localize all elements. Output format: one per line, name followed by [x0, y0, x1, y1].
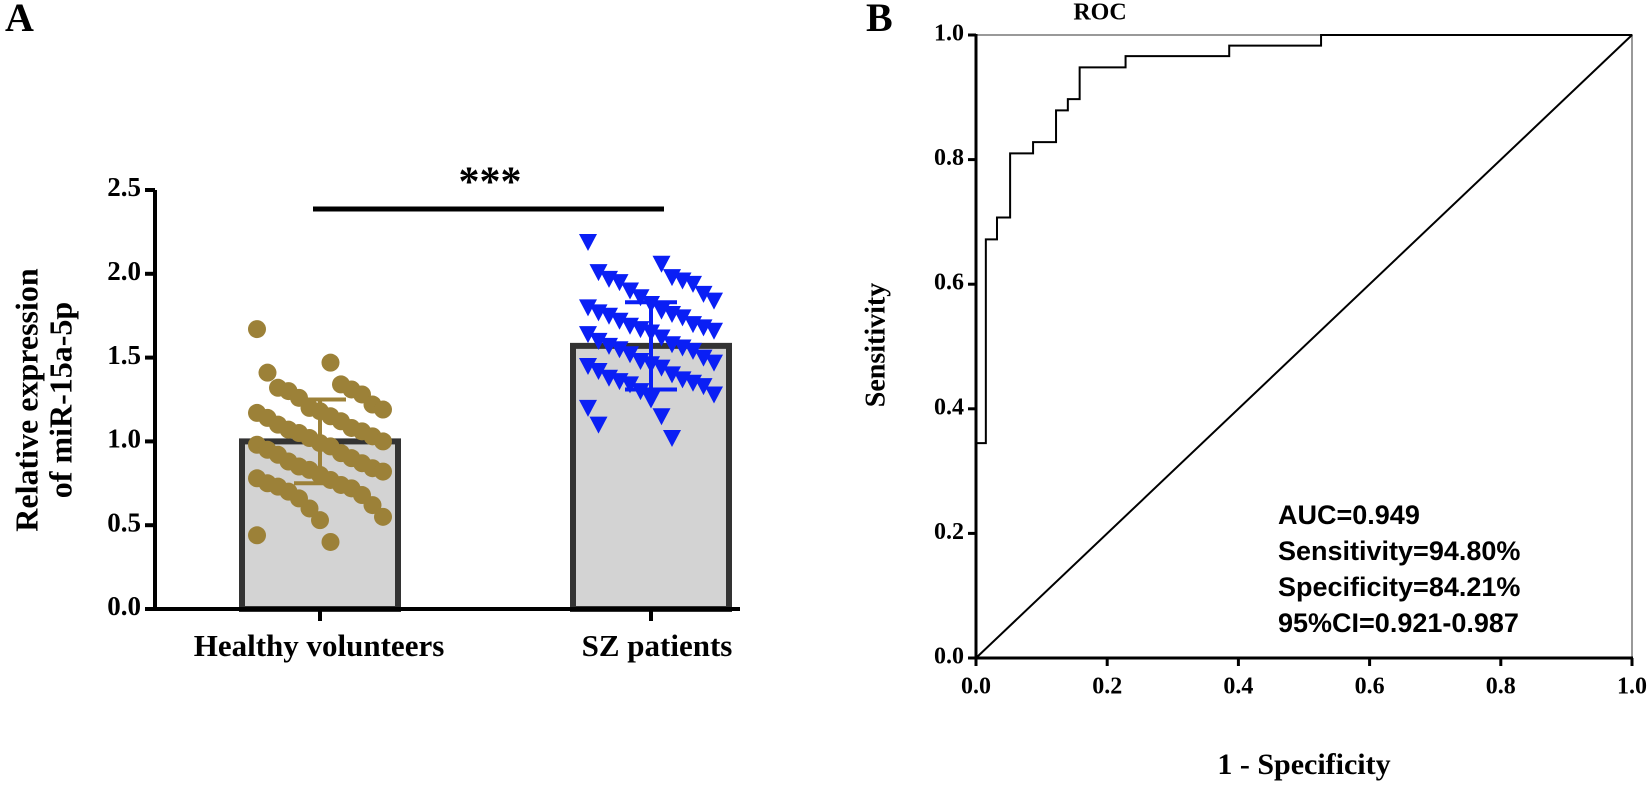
x-tick-label: 1.0	[1617, 674, 1647, 700]
data-point	[642, 391, 660, 409]
x-tick-label: 0.2	[1092, 674, 1122, 700]
data-point	[610, 312, 629, 330]
data-point	[705, 292, 723, 310]
y-tick-label: 0.5	[107, 507, 141, 537]
data-point	[579, 326, 597, 344]
y-axis-label: Relative expression	[8, 268, 44, 532]
data-point	[610, 274, 629, 292]
data-point	[311, 511, 329, 530]
data-point	[589, 416, 608, 434]
data-point	[663, 430, 681, 448]
data-point	[705, 322, 723, 340]
data-point	[579, 399, 597, 417]
data-point	[374, 432, 392, 451]
data-point	[248, 320, 266, 339]
data-point	[694, 285, 713, 303]
data-point	[248, 526, 266, 545]
data-point	[652, 359, 671, 377]
data-point	[579, 357, 597, 375]
data-point	[589, 264, 608, 282]
error-bar	[625, 300, 677, 392]
data-point	[321, 532, 340, 551]
x-tick-label: 0.0	[961, 674, 991, 700]
data-point	[579, 299, 597, 317]
x-tick-label: 0.4	[1223, 674, 1253, 700]
error-bar	[294, 397, 346, 486]
annotation: 95%CI=0.921-0.987	[1278, 608, 1519, 638]
data-point	[705, 354, 723, 372]
x-tick-label: SZ patients	[582, 628, 733, 663]
y-tick-label: 0.6	[934, 270, 964, 296]
y-tick-label: 0.8	[934, 145, 964, 171]
data-point	[621, 282, 639, 300]
data-point	[631, 383, 650, 401]
data-point	[684, 275, 702, 293]
y-tick-label: 0.2	[934, 519, 964, 545]
x-axis-label: 1 - Specificity	[1217, 748, 1390, 781]
x-tick-label: 0.6	[1355, 674, 1385, 700]
data-point	[610, 341, 629, 359]
data-point	[684, 342, 702, 360]
annotation: Specificity=84.21%	[1278, 572, 1520, 602]
data-point	[652, 329, 671, 347]
data-point	[621, 376, 639, 394]
data-point	[589, 332, 608, 350]
chart-title: ROC	[1073, 0, 1126, 26]
x-tick-label: Healthy volunteers	[194, 628, 445, 663]
x-tick-label: 0.8	[1486, 674, 1516, 700]
y-tick-label: 1.0	[107, 424, 141, 454]
data-point	[300, 499, 319, 518]
data-point	[652, 255, 671, 273]
data-point	[631, 289, 650, 307]
data-point	[600, 307, 618, 325]
significance-label: ***	[459, 160, 522, 206]
data-point	[321, 353, 340, 372]
data-point	[694, 378, 713, 396]
data-point	[363, 496, 382, 515]
data-point	[694, 349, 713, 367]
y-tick-label: 0.4	[934, 394, 964, 420]
data-point	[374, 400, 392, 419]
y-tick-label: 2.5	[107, 172, 141, 202]
y-tick-label: 1.0	[934, 21, 964, 47]
annotation: AUC=0.949	[1278, 500, 1420, 530]
y-tick-label: 0.0	[934, 644, 964, 670]
y-axis-label: Sensitivity	[860, 283, 891, 407]
data-point	[652, 408, 671, 426]
y-tick-label: 2.0	[107, 256, 141, 286]
roc-curve	[975, 34, 1632, 658]
data-point	[673, 309, 692, 327]
data-point	[589, 363, 608, 381]
data-point	[374, 462, 392, 481]
data-point	[705, 386, 723, 404]
y-tick-label: 1.5	[107, 340, 141, 370]
y-tick-label: 0.0	[107, 591, 141, 621]
data-point	[663, 366, 681, 384]
panel-label: B	[866, 0, 893, 40]
annotation: Sensitivity=94.80%	[1278, 536, 1520, 566]
panel-label: A	[5, 0, 34, 40]
data-point	[374, 507, 392, 526]
y-axis-label: of miR-15a-5p	[42, 302, 78, 498]
data-point	[621, 346, 639, 364]
data-point	[579, 233, 597, 251]
reference-line	[975, 34, 1633, 659]
data-point	[258, 363, 277, 382]
